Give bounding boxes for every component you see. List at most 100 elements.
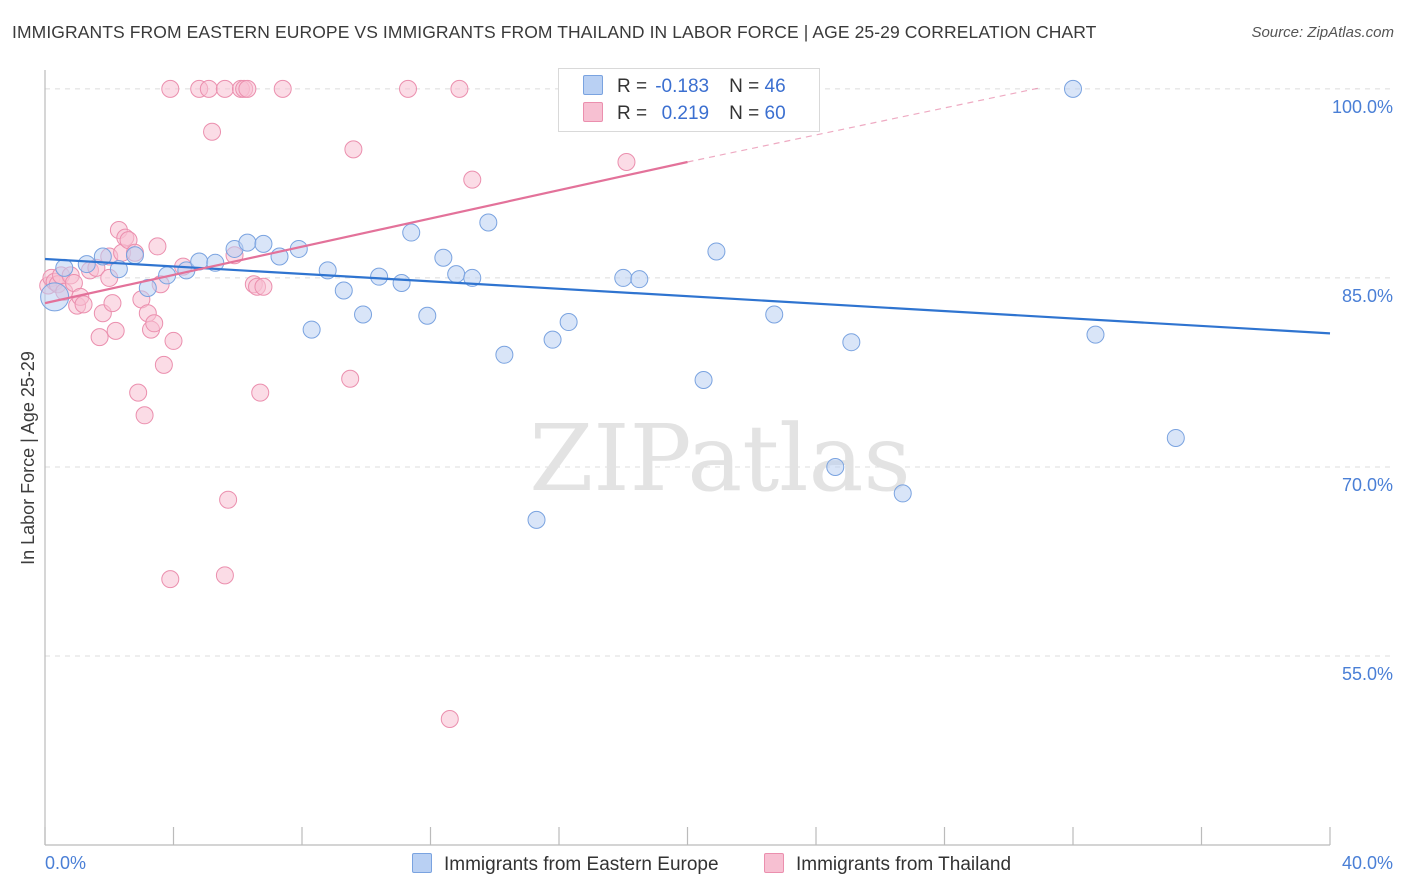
thailand-point [254,277,273,296]
eastern-europe-point [392,273,411,292]
correlation-legend: R = -0.183 N = 46 R = 0.219 N = 60 [558,68,820,132]
x-tick-label: 0.0% [45,853,86,873]
thailand-point [344,140,363,159]
x-tick-label: 40.0% [1342,853,1393,873]
thailand-point [463,170,482,189]
eastern-europe-point [238,233,257,252]
eastern-europe-point [434,248,453,267]
x-tick-labels: 0.0% 40.0% [45,853,1393,873]
eastern-europe-point [527,510,546,529]
thailand-point [215,79,234,98]
eastern-europe-point [40,282,70,312]
thailand-point [450,79,469,98]
pink-swatch [764,853,784,873]
eastern-europe-point [559,313,578,332]
thailand-point [164,331,183,350]
eastern-europe-point [630,270,649,289]
thailand-point [273,79,292,98]
thailand-point [161,79,180,98]
eastern-europe-point [93,247,112,266]
r-label: R = [617,103,648,124]
blue-swatch [412,853,432,873]
legend-label: Immigrants from Thailand [796,854,1012,875]
eastern-europe-point [479,213,498,232]
thailand-point [90,328,109,347]
thailand-point [148,237,167,256]
eastern-europe-point [418,306,437,325]
eastern-europe-trend-line [44,257,1331,335]
r-label: R = [617,76,648,97]
axes [44,70,1331,846]
trend-lines [44,87,1331,335]
legend-row-eastern-europe: R = -0.183 N = 46 [583,75,786,101]
thailand-point [154,355,173,374]
thailand-point [161,570,180,589]
eastern-europe-point [125,246,144,265]
eastern-europe-point [707,242,726,261]
thailand-point [341,369,360,388]
eastern-europe-point [826,457,845,476]
legend-item-thailand: Immigrants from Thailand [764,853,1011,876]
eastern-europe-point [765,305,784,324]
legend-row-thailand: R = 0.219 N = 60 [583,102,786,128]
eastern-europe-point [842,333,861,352]
thailand-point [145,314,164,333]
eastern-europe-point [109,260,128,279]
eastern-europe-point [614,268,633,287]
thailand-point [440,709,459,728]
thailand-point [617,152,636,171]
y-axis-label: In Labor Force | Age 25-29 [18,351,38,565]
eastern-europe-point [543,330,562,349]
eastern-europe-point [402,223,421,242]
eastern-europe-point [77,255,96,274]
n-value: 46 [764,76,786,97]
r-value: -0.183 [655,76,710,97]
thailand-point [199,79,218,98]
y-tick-label: 100.0% [1332,97,1393,117]
source-credit: Source: ZipAtlas.com [1251,24,1394,41]
eastern-europe-point [694,371,713,389]
thailand-point [135,406,154,425]
eastern-europe-point [370,267,389,286]
eastern-europe-point [447,265,466,284]
eastern-europe-point [893,484,912,503]
n-label: N = [729,103,760,124]
watermark: ZIPatlas [529,405,910,512]
thailand-point [215,566,234,585]
eastern-europe-point [1086,325,1105,344]
n-label: N = [729,76,760,97]
thailand-point [219,490,238,509]
thailand-points [39,79,662,728]
legend-label: Immigrants from Eastern Europe [444,854,719,875]
eastern-europe-point [302,320,321,339]
eastern-europe-point [254,234,273,253]
y-tick-label: 85.0% [1342,286,1393,306]
eastern-europe-point [334,281,353,300]
thailand-point [399,79,418,98]
chart-title: IMMIGRANTS FROM EASTERN EUROPE VS IMMIGR… [12,22,1097,42]
r-value: 0.219 [661,103,710,124]
legend-item-eastern-europe: Immigrants from Eastern Europe [412,853,719,876]
thailand-trend-line [44,160,688,305]
thailand-point [74,295,93,314]
thailand-point [129,383,148,402]
thailand-point [203,122,222,141]
y-tick-label: 55.0% [1342,664,1393,684]
thailand-point [251,383,270,402]
thailand-point [106,321,125,340]
eastern-europe-point [463,268,482,287]
pink-swatch [583,102,603,122]
eastern-europe-point [495,345,514,364]
grid-lines [45,88,1392,657]
eastern-europe-point [55,258,74,277]
eastern-europe-point [1166,428,1185,447]
y-tick-labels: 100.0% 85.0% 70.0% 55.0% [1332,97,1393,684]
eastern-europe-point [354,305,373,324]
thailand-point [103,294,122,313]
n-value: 60 [764,103,786,124]
series-legend: Immigrants from Eastern Europe Immigrant… [0,853,1406,879]
y-tick-label: 70.0% [1342,475,1393,495]
eastern-europe-point [1064,79,1082,98]
thailand-trend-extension [687,87,1041,163]
